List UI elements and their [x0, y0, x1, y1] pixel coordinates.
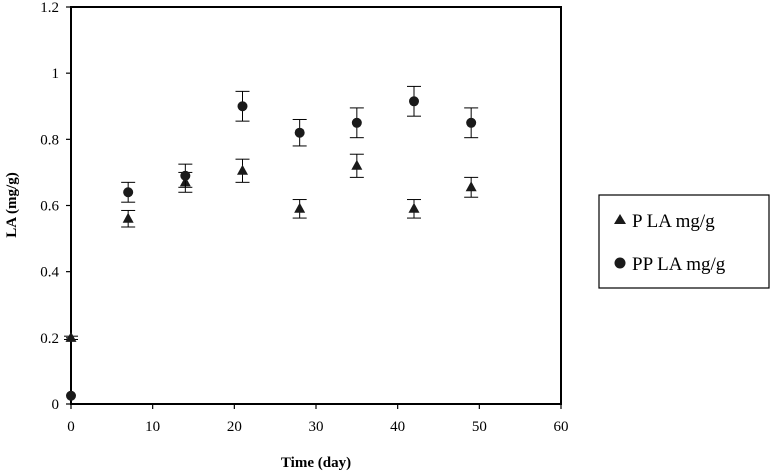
data-point-p — [237, 164, 248, 175]
data-point-pp — [294, 127, 305, 138]
y-axis-label: LA (mg/g) — [4, 172, 20, 237]
y-tick-label: 0.6 — [40, 199, 59, 215]
x-tick-label: 60 — [554, 419, 569, 435]
x-tick-label: 50 — [472, 419, 487, 435]
data-point-pp — [180, 170, 191, 181]
y-tick-label: 0 — [52, 397, 60, 413]
legend-label-p: P LA mg/g — [632, 211, 715, 232]
plot-area — [70, 6, 562, 405]
data-marks — [64, 85, 479, 401]
legend-box — [598, 194, 770, 289]
data-point-pp — [123, 187, 134, 198]
x-axis-label: Time (day) — [281, 455, 351, 471]
legend-label-pp: PP LA mg/g — [632, 254, 726, 275]
legend-circle-marker — [614, 257, 626, 269]
data-point-p — [122, 212, 134, 223]
x-tick-label: 40 — [390, 419, 405, 435]
data-point-pp — [351, 117, 362, 128]
x-tick-label: 20 — [227, 419, 242, 435]
y-tick-label: 1 — [52, 66, 60, 82]
data-point-p — [351, 159, 363, 170]
y-tick-label: 0.8 — [40, 132, 59, 148]
y-tick-label: 0.4 — [40, 265, 59, 281]
legend: P LA mg/g PP LA mg/g — [598, 194, 770, 289]
y-tick-label: 1.2 — [40, 0, 59, 16]
data-point-p — [408, 202, 420, 213]
data-point-p — [65, 331, 77, 342]
x-axis-ticks: 0 10 20 30 40 50 60 — [67, 404, 569, 435]
data-point-pp — [66, 390, 76, 401]
legend-triangle-marker — [614, 214, 626, 224]
x-tick-label: 10 — [145, 419, 160, 435]
x-tick-label: 0 — [67, 419, 75, 435]
x-tick-label: 30 — [309, 419, 324, 435]
data-point-p — [465, 181, 477, 192]
y-axis-ticks: 0 0.2 0.4 0.6 0.8 1 1.2 — [40, 0, 71, 413]
data-point-pp — [466, 117, 477, 128]
data-point-p — [294, 202, 306, 213]
data-point-pp — [409, 96, 419, 107]
y-tick-label: 0.2 — [40, 331, 59, 347]
data-point-pp — [237, 101, 248, 112]
